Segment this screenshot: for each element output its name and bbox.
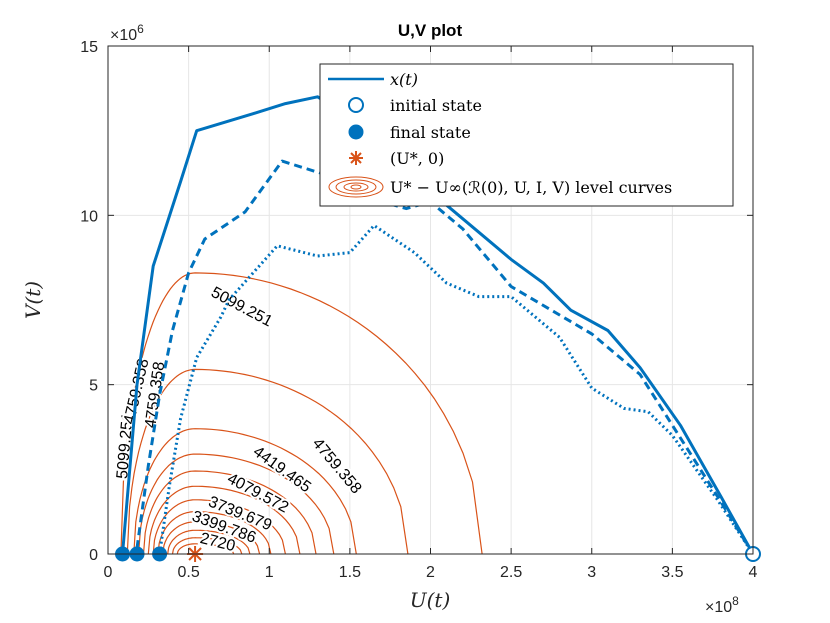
x-tick-label: 2 [426,564,435,581]
level-curve [147,485,301,554]
y-tick-label: 0 [89,547,98,564]
y-tick-label: 15 [80,39,98,56]
x-axis-label: U(t) [410,588,451,612]
level-curve [157,511,272,554]
x-tick-label: 2.5 [500,564,522,581]
legend-box [319,63,734,207]
y-tick-label: 5 [89,378,98,395]
y-axis-multiplier: ×106 [110,22,144,44]
axis-ticks: 0 0.5 1 1.5 2 2.5 3 3.5 4 0 5 10 15 [80,39,757,581]
y-axis-label: V(t) [21,281,45,319]
x-tick-label: 3 [587,564,596,581]
x-tick-label: 0 [104,564,113,581]
x-tick-label: 3.5 [661,564,683,581]
level-curve [142,470,317,554]
x-tick-label: 4 [749,564,758,581]
level-curve [162,521,261,554]
trajectory-line [158,224,753,554]
level-curves [120,272,483,554]
x-tick-label: 1.5 [339,564,361,581]
legend-label-level-curves: U* − U∞(ℛ(0), U, I, V) level curves [390,178,672,197]
legend-swatch-initial-state [348,97,364,113]
level-curve [167,529,251,554]
level-curve [120,272,483,554]
legend-swatch-level-curves [328,176,384,198]
y-tick-label: 10 [80,208,98,225]
legend-label-final-state: final state [390,123,471,142]
level-curve [126,368,409,554]
legend-swatch-equilibrium [349,151,363,165]
chart-title: U,V plot [398,21,463,40]
legend: x(t) initial state final state (U*, 0) U… [319,63,734,207]
level-curve [133,428,357,554]
x-axis-multiplier: ×108 [705,594,739,616]
legend-label-initial-state: initial state [390,96,482,115]
legend-label-trajectory: x(t) [390,70,418,89]
level-curve [171,537,243,554]
level-curve [138,453,335,554]
x-tick-label: 0.5 [178,564,200,581]
legend-swatch-final-state [348,124,364,140]
level-curve [152,499,286,554]
x-tick-label: 1 [265,564,274,581]
level-curve [176,543,235,554]
legend-label-equilibrium: (U*, 0) [390,149,444,168]
